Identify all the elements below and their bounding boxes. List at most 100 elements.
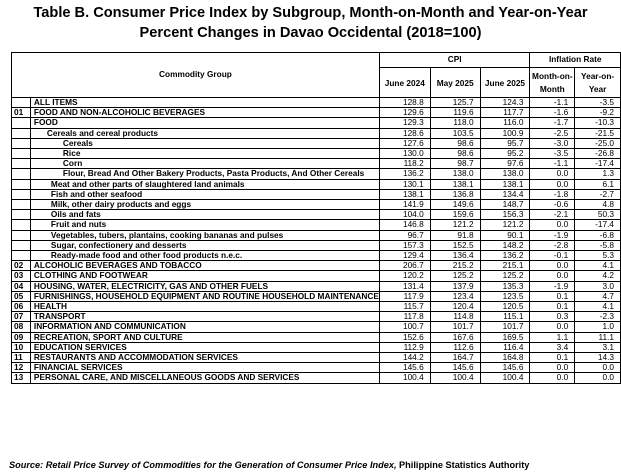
table-row: Fruit and nuts 146.8 121.2 121.2 0.0 -17.4	[11, 219, 621, 231]
row-month-on-month: 0.3	[529, 311, 576, 323]
row-cpi-june-2025: 145.6	[479, 362, 531, 374]
row-year-on-year: -17.4	[574, 158, 621, 170]
row-cpi-june-2024: 206.7	[378, 260, 431, 272]
row-year-on-year: -9.2	[574, 107, 621, 119]
cpi-table: Commodity Group CPI Inflation Rate June …	[11, 52, 621, 384]
row-month-on-month: 0.1	[529, 352, 576, 364]
row-year-on-year: -21.5	[574, 127, 621, 139]
row-commodity-name: INFORMATION AND COMMUNICATION	[29, 321, 380, 333]
source-note: Source: Retail Price Survey of Commoditi…	[9, 460, 529, 470]
row-cpi-may-2025: 98.6	[429, 137, 481, 150]
row-month-on-month: 0.0	[529, 219, 576, 231]
row-cpi-june-2025: 148.2	[479, 239, 531, 252]
table-body: ALL ITEMS 128.8 125.7 124.3 -1.1 -3.5 01 FOOD A…	[11, 96, 621, 384]
row-cpi-june-2025: 215.1	[479, 260, 531, 272]
row-month-on-month: -1.9	[529, 280, 576, 292]
row-year-on-year: 4.1	[574, 301, 621, 313]
row-cpi-june-2024: 136.2	[378, 168, 431, 180]
row-commodity-name: Oils and fats	[29, 209, 380, 221]
row-year-on-year: -25.0	[574, 137, 621, 150]
source-text: Source: Retail Price Survey of Commoditi…	[9, 460, 397, 470]
row-commodity-name: Meat and other parts of slaughtered land…	[29, 178, 380, 190]
row-commodity-name: HOUSING, WATER, ELECTRICITY, GAS AND OTH…	[29, 280, 380, 292]
row-code	[11, 250, 31, 262]
row-month-on-month: 0.0	[529, 372, 576, 384]
table-row: Fish and other seafood 138.1 136.8 134.4 -1.…	[11, 188, 621, 201]
row-cpi-june-2025: 100.9	[479, 127, 531, 139]
row-year-on-year: -5.8	[574, 239, 621, 252]
row-month-on-month: -3.5	[529, 148, 576, 160]
row-commodity-name: Cereals	[29, 137, 380, 150]
row-cpi-june-2024: 129.4	[378, 250, 431, 262]
table-row: 10 EDUCATION SERVICES 112.9 112.6 116.4 3.4 3.…	[11, 341, 621, 354]
row-code: 04	[11, 280, 31, 292]
row-cpi-june-2025: 95.7	[479, 137, 531, 150]
row-year-on-year: -26.8	[574, 148, 621, 160]
row-cpi-june-2025: 156.3	[479, 209, 531, 221]
row-code	[11, 229, 31, 241]
row-cpi-june-2025: 121.2	[479, 219, 531, 231]
row-commodity-name: Vegetables, tubers, plantains, cooking b…	[29, 229, 380, 241]
row-cpi-june-2024: 130.1	[378, 178, 431, 190]
title-line-2: Percent Changes in Davao Occidental (201…	[139, 25, 482, 41]
year-on-year-header: Year-on-Year	[574, 67, 621, 98]
inflation-rate-header: Inflation Rate	[529, 52, 621, 68]
row-cpi-june-2025: 164.8	[479, 352, 531, 364]
row-year-on-year: 6.1	[574, 178, 621, 190]
row-code: 09	[11, 331, 31, 343]
row-year-on-year: 5.3	[574, 250, 621, 262]
row-code	[11, 158, 31, 170]
row-code: 13	[11, 372, 31, 384]
row-code: 01	[11, 107, 31, 119]
row-code: 02	[11, 260, 31, 272]
row-cpi-june-2025: 169.5	[479, 331, 531, 343]
row-month-on-month: -1.9	[529, 229, 576, 241]
row-cpi-may-2025: 215.2	[429, 260, 481, 272]
row-month-on-month: -3.0	[529, 137, 576, 150]
row-commodity-name: ALCOHOLIC BEVERAGES AND TOBACCO	[29, 260, 380, 272]
table-row: 11 RESTAURANTS AND ACCOMMODATION SERVICES…	[11, 352, 621, 364]
month-on-month-header: Month-on-Month	[529, 67, 576, 98]
row-cpi-may-2025: 138.0	[429, 168, 481, 180]
row-commodity-name: EDUCATION SERVICES	[29, 341, 380, 354]
row-cpi-june-2024: 157.3	[378, 239, 431, 252]
row-cpi-june-2024: 120.2	[378, 270, 431, 282]
row-cpi-june-2025: 100.4	[479, 372, 531, 384]
table-header: Commodity Group CPI Inflation Rate June …	[11, 52, 621, 98]
table-row: 09 RECREATION, SPORT AND CULTURE 152.6 167.…	[11, 331, 621, 343]
row-code: 10	[11, 341, 31, 354]
table-row: 04 HOUSING, WATER, ELECTRICITY, GAS AND O…	[11, 280, 621, 292]
row-cpi-june-2024: 112.9	[378, 341, 431, 354]
row-code	[11, 96, 31, 109]
row-cpi-may-2025: 100.4	[429, 372, 481, 384]
row-cpi-may-2025: 145.6	[429, 362, 481, 374]
row-code: 08	[11, 321, 31, 333]
row-code	[11, 188, 31, 201]
row-cpi-may-2025: 159.6	[429, 209, 481, 221]
row-cpi-may-2025: 167.6	[429, 331, 481, 343]
row-cpi-june-2025: 124.3	[479, 96, 531, 109]
row-cpi-june-2025: 148.7	[479, 199, 531, 211]
row-year-on-year: 4.7	[574, 290, 621, 303]
row-commodity-name: TRANSPORT	[29, 311, 380, 323]
row-cpi-june-2025: 116.0	[479, 117, 531, 129]
row-cpi-june-2024: 152.6	[378, 331, 431, 343]
row-cpi-june-2025: 90.1	[479, 229, 531, 241]
row-year-on-year: -6.8	[574, 229, 621, 241]
row-cpi-may-2025: 120.4	[429, 301, 481, 313]
row-cpi-june-2024: 128.6	[378, 127, 431, 139]
table-title: Table B. Consumer Price Index by Subgrou…	[0, 3, 621, 43]
row-code: 12	[11, 362, 31, 374]
row-code: 11	[11, 352, 31, 364]
row-cpi-may-2025: 123.4	[429, 290, 481, 303]
june-2024-header: June 2024	[378, 67, 431, 98]
row-cpi-may-2025: 119.6	[429, 107, 481, 119]
row-year-on-year: 0.0	[574, 362, 621, 374]
row-cpi-may-2025: 136.8	[429, 188, 481, 201]
row-cpi-june-2025: 115.1	[479, 311, 531, 323]
row-code	[11, 209, 31, 221]
row-commodity-name: Cereals and cereal products	[29, 127, 380, 139]
row-cpi-june-2024: 100.7	[378, 321, 431, 333]
row-year-on-year: -10.3	[574, 117, 621, 129]
row-code	[11, 199, 31, 211]
